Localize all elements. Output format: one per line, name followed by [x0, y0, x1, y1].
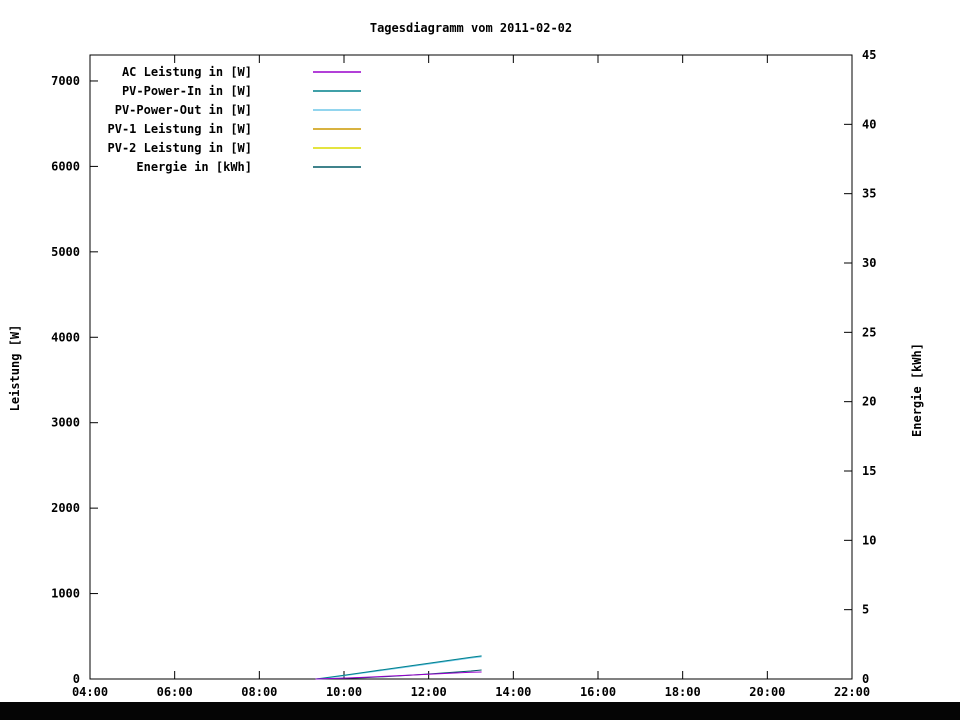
- chart-title: Tagesdiagramm vom 2011-02-02: [369, 21, 573, 35]
- y-right-tick-label: 25: [862, 325, 876, 339]
- y-right-tick-label: 20: [862, 395, 876, 409]
- x-axis-tick-label: 12:00: [411, 685, 447, 699]
- y-left-tick-label: 3000: [51, 416, 80, 430]
- legend-label-energie-in-kwh: Energie in [kWh]: [136, 160, 252, 174]
- y-left-tick-label: 6000: [51, 159, 80, 173]
- legend-label-pv-1-leistung-in-w: PV-1 Leistung in [W]: [108, 122, 253, 136]
- x-axis-tick-label: 06:00: [157, 685, 193, 699]
- y-left-tick-label: 2000: [51, 501, 80, 515]
- y-left-tick-label: 4000: [51, 330, 80, 344]
- legend-label-ac-leistung-in-w: AC Leistung in [W]: [122, 65, 252, 79]
- x-axis-tick-label: 16:00: [580, 685, 616, 699]
- y-left-tick-label: 1000: [51, 587, 80, 601]
- x-axis-tick-label: 14:00: [495, 685, 531, 699]
- plot-area: 04:00 06:00 08:00 10:00 12:00 14:00 16:00 18:00…: [51, 48, 876, 699]
- x-axis-tick-label: 22:00: [834, 685, 870, 699]
- legend-label-pv-power-out-in-w: PV-Power-Out in [W]: [115, 103, 252, 117]
- y-right-tick-label: 40: [862, 117, 876, 131]
- series-line-pv-power-in-in-w: [315, 655, 482, 680]
- x-axis-tick-label: 04:00: [72, 685, 108, 699]
- x-axis-tick-label: 18:00: [665, 685, 701, 699]
- series-line-energie-in-kwh: [315, 669, 482, 680]
- x-axis-tick-label: 10:00: [326, 685, 362, 699]
- y-left-tick-label: 7000: [51, 74, 80, 88]
- y-left-tick-label: 5000: [51, 245, 80, 259]
- y-right-tick-label: 35: [862, 187, 876, 201]
- x-axis-tick-label: 08:00: [241, 685, 277, 699]
- bottom-bar: [0, 702, 960, 720]
- y-right-tick-label: 0: [862, 672, 869, 686]
- x-axis-tick-label: 20:00: [749, 685, 785, 699]
- y-right-tick-label: 5: [862, 603, 869, 617]
- y-left-tick-label: 0: [73, 672, 80, 686]
- y-right-tick-label: 10: [862, 533, 876, 547]
- legend-label-pv-power-in-in-w: PV-Power-In in [W]: [122, 84, 252, 98]
- series-line-ac-leistung-in-w: [315, 671, 482, 680]
- plot-border: [89, 54, 853, 680]
- y-right-tick-label: 45: [862, 48, 876, 62]
- y-right-tick-label: 15: [862, 464, 876, 478]
- legend-label-pv-2-leistung-in-w: PV-2 Leistung in [W]: [108, 141, 253, 155]
- y-right-tick-label: 30: [862, 256, 876, 270]
